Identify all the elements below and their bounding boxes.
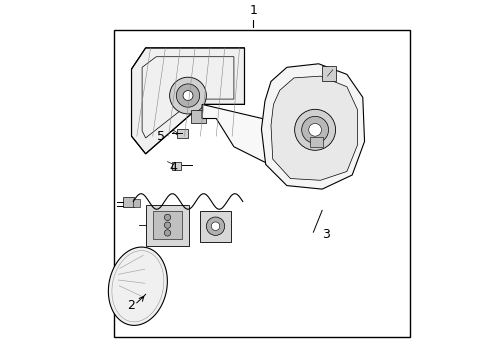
Bar — [114, 30, 409, 337]
Bar — [133, 199, 140, 207]
Circle shape — [176, 84, 199, 107]
Text: 1: 1 — [249, 4, 257, 17]
Circle shape — [164, 222, 170, 228]
Circle shape — [183, 91, 193, 100]
Bar — [309, 137, 323, 147]
Bar — [190, 111, 206, 123]
Polygon shape — [202, 104, 279, 165]
Bar — [152, 211, 182, 239]
Text: 2: 2 — [126, 299, 135, 312]
Circle shape — [169, 77, 206, 114]
Bar — [171, 162, 181, 170]
Polygon shape — [322, 66, 336, 81]
Circle shape — [308, 123, 321, 136]
Circle shape — [164, 214, 170, 221]
Polygon shape — [261, 64, 364, 189]
Polygon shape — [108, 247, 167, 325]
Circle shape — [294, 109, 335, 150]
Bar — [122, 197, 134, 207]
Circle shape — [211, 222, 219, 230]
Circle shape — [301, 116, 328, 143]
Circle shape — [206, 217, 224, 235]
Text: 3: 3 — [322, 228, 329, 241]
Text: 4: 4 — [169, 161, 177, 175]
Bar — [200, 211, 231, 242]
Circle shape — [164, 230, 170, 236]
Text: 5: 5 — [157, 130, 165, 143]
Bar — [145, 205, 189, 246]
Polygon shape — [131, 48, 244, 154]
Bar — [177, 130, 187, 138]
Polygon shape — [270, 76, 357, 180]
